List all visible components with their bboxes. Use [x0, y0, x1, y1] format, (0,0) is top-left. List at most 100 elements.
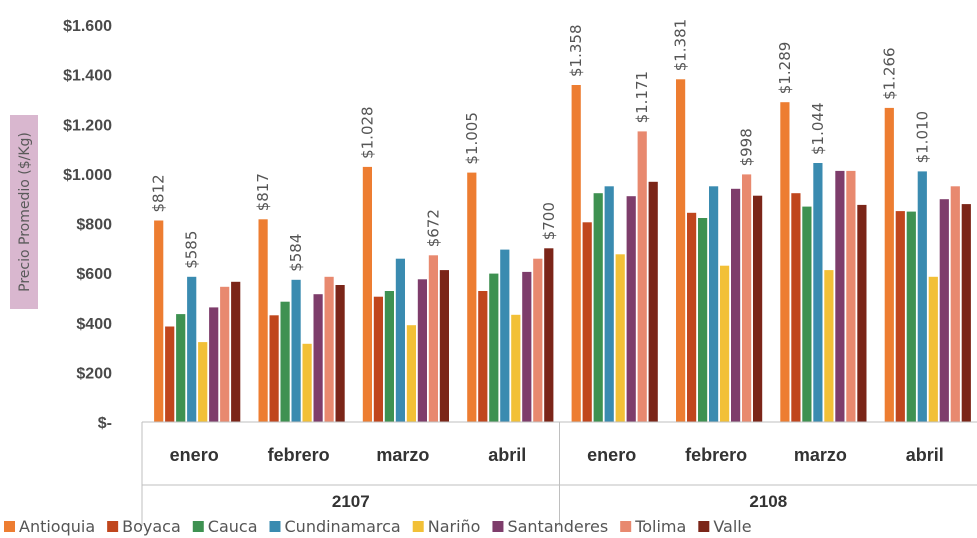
data-label: $1.005 — [463, 112, 481, 165]
bar-valle — [231, 281, 241, 422]
bar-nariño — [824, 270, 834, 422]
bar-valle — [961, 204, 971, 422]
x-tick-label: enero — [587, 445, 636, 465]
y-tick-label: $1.200 — [63, 117, 112, 134]
y-tick-label: $1.000 — [63, 167, 112, 184]
bar-antioquia — [258, 219, 268, 422]
legend-swatch-nariño — [412, 521, 424, 532]
data-label: $584 — [287, 234, 305, 272]
bar-tolima — [846, 170, 856, 422]
bar-antioquia — [884, 107, 894, 423]
x-tick-label: enero — [170, 445, 219, 465]
bar-santanderes — [939, 199, 949, 422]
bar-cundinamarca — [917, 171, 927, 422]
data-label: $817 — [254, 173, 272, 211]
x-group-label: 2107 — [332, 492, 370, 511]
x-tick-label: febrero — [685, 445, 747, 465]
bar-santanderes — [731, 188, 741, 422]
legend-label: Cauca — [208, 517, 258, 536]
legend-label: Cundinamarca — [285, 517, 401, 536]
y-tick-label: $200 — [76, 365, 112, 382]
bar-boyaca — [373, 296, 383, 422]
bar-santanderes — [835, 170, 845, 422]
bar-tolima — [742, 174, 752, 422]
legend-label: Valle — [713, 517, 751, 536]
bar-nariño — [198, 342, 208, 422]
bar-nariño — [511, 314, 521, 422]
bar-valle — [544, 248, 554, 422]
legend-label: Nariño — [428, 517, 481, 536]
bar-antioquia — [780, 102, 790, 422]
y-tick-label: $- — [98, 415, 112, 432]
x-tick-label: marzo — [794, 445, 847, 465]
bar-santanderes — [209, 307, 219, 422]
x-tick-label: abril — [906, 445, 944, 465]
bar-tolima — [637, 131, 647, 422]
bar-nariño — [720, 265, 730, 422]
bar-cundinamarca — [500, 249, 510, 422]
bar-cundinamarca — [395, 258, 405, 422]
bar-cundinamarca — [813, 163, 823, 422]
y-tick-label: $1.400 — [63, 68, 112, 85]
bar-valle — [335, 285, 345, 422]
legend-swatch-antioquia — [4, 521, 15, 532]
bar-cundinamarca — [291, 279, 301, 422]
legend: Antioquia Boyaca Cauca Cundinamarca Nariño Sa… — [4, 517, 752, 536]
legend-swatch-cauca — [192, 521, 204, 532]
bar-antioquia — [676, 79, 686, 423]
bar-tolima — [220, 286, 230, 422]
bar-boyaca — [478, 291, 488, 422]
data-label: $585 — [183, 231, 201, 269]
bar-valle — [648, 181, 658, 422]
bar-cauca — [176, 314, 186, 422]
bar-cundinamarca — [604, 186, 614, 422]
bar-antioquia — [154, 220, 164, 422]
data-label: $1.010 — [913, 111, 931, 164]
bar-cauca — [280, 301, 290, 422]
legend-label: Santanderes — [507, 517, 608, 536]
data-label: $1.381 — [672, 19, 690, 72]
bar-santanderes — [522, 271, 532, 422]
bar-tolima — [533, 258, 543, 422]
bar-cundinamarca — [187, 276, 197, 422]
y-axis: $- $200 $400 $600 $800 $1.000 $1.200 $1.400 $1.6… — [10, 18, 112, 432]
data-label: $812 — [150, 174, 168, 212]
bar-cauca — [802, 206, 812, 422]
data-label: $1.358 — [567, 25, 585, 78]
bar-boyaca — [582, 222, 592, 422]
y-tick-label: $800 — [76, 217, 112, 234]
legend-swatch-santanderes — [492, 521, 504, 532]
bars — [154, 79, 971, 423]
x-group-label: 2108 — [749, 492, 787, 511]
y-axis-title: Precio Promedio ($/Kg) — [10, 115, 38, 309]
data-label: $998 — [738, 128, 756, 166]
data-label: $1.266 — [880, 47, 898, 100]
bar-valle — [753, 195, 763, 422]
bar-cauca — [489, 273, 499, 422]
bar-nariño — [302, 343, 312, 422]
bar-santanderes — [626, 196, 636, 422]
bar-valle — [439, 270, 449, 422]
bar-cundinamarca — [709, 186, 719, 422]
bar-boyaca — [165, 326, 175, 422]
legend-swatch-cundinamarca — [269, 521, 281, 532]
legend-swatch-tolima — [620, 521, 632, 532]
bar-tolima — [428, 255, 438, 422]
x-axis: enero febrero marzo abril 2107 enero febrero ma… — [141, 421, 977, 526]
bar-cauca — [593, 193, 603, 422]
bar-santanderes — [313, 294, 323, 422]
x-tick-label: marzo — [376, 445, 429, 465]
bar-boyaca — [687, 212, 697, 422]
bar-cauca — [906, 211, 916, 422]
legend-label: Antioquia — [19, 517, 95, 536]
data-label: $1.171 — [633, 71, 651, 124]
data-label: $1.044 — [809, 103, 827, 156]
bar-nariño — [406, 325, 416, 422]
y-tick-label: $400 — [76, 316, 112, 333]
data-labels: $812 $585 $817 $584 $1.028 $672 $1.005 $700 $1.3… — [150, 19, 932, 272]
data-label: $1.028 — [358, 106, 376, 159]
y-tick-label: $600 — [76, 266, 112, 283]
x-tick-label: febrero — [268, 445, 330, 465]
data-label: $672 — [424, 209, 442, 247]
